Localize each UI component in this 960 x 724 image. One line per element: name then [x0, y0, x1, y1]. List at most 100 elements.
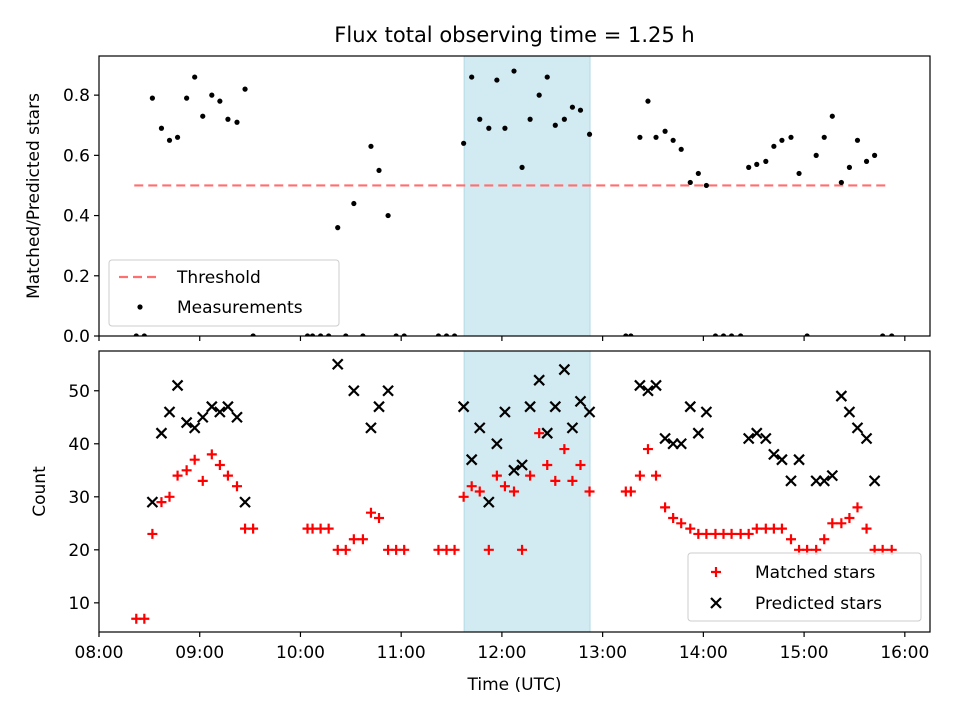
panel1-measurement-point — [720, 333, 727, 336]
panel1-measurement-point — [158, 125, 165, 131]
panel1-measurement-point — [343, 333, 349, 336]
panel1-measurement-point — [863, 158, 870, 164]
panel2-matched-point — [625, 486, 636, 497]
panel1-measurement-point — [192, 74, 198, 80]
panel2-predicted-point — [373, 400, 385, 413]
panel2-matched-point — [508, 486, 519, 497]
panel2-matched-point — [651, 470, 662, 481]
panel2-matched-point — [374, 513, 385, 524]
panel2-predicted-point — [785, 475, 797, 487]
legend-matched-swatch — [711, 567, 721, 577]
panel2-predicted-point — [457, 400, 470, 413]
panel2-matched-point — [197, 475, 208, 486]
panel1-measurement-point — [502, 125, 508, 131]
panel1-measurement-point — [519, 164, 525, 170]
panel2-predicted-point — [382, 384, 394, 397]
panel1-measurement-point — [469, 74, 475, 80]
panel2-predicted-point — [583, 406, 596, 418]
panel1-measurement-point — [653, 134, 659, 140]
panel2-predicted-point — [760, 432, 772, 445]
panel2-matched-point — [156, 497, 167, 508]
panel2-matched-point — [751, 523, 762, 534]
panel2-predicted-point — [692, 427, 705, 439]
panel2-matched-point — [660, 502, 671, 513]
xtick-label: 09:00 — [175, 643, 224, 663]
panel1-measurement-point — [872, 152, 878, 158]
panel1-measurement-point — [234, 119, 240, 125]
legend-matched-label: Matched stars — [755, 563, 875, 583]
panel2-predicted-point — [750, 427, 763, 439]
panel2-predicted-point — [163, 406, 176, 418]
panel2-highlight-span — [463, 350, 591, 633]
panel2-predicted-point — [558, 363, 571, 376]
panel1-measurement-point — [771, 143, 777, 149]
panel2-matched-point — [248, 523, 259, 534]
panel1-measurement-point — [569, 104, 576, 110]
xtick-label: 15:00 — [780, 643, 829, 663]
panel2-matched-point — [575, 459, 586, 470]
panel2-matched-point — [676, 518, 687, 529]
panel2-predicted-point — [188, 422, 201, 434]
panel2-matched-point — [819, 534, 830, 545]
panel2-matched-point — [567, 475, 578, 486]
xtick-label: 12:00 — [477, 643, 526, 663]
panel2-predicted-point — [684, 400, 697, 413]
panel1-measurement-point — [184, 95, 190, 101]
panel2-matched-point — [483, 544, 494, 555]
panel2-matched-point — [206, 449, 217, 460]
panel2-predicted-point — [851, 422, 864, 434]
panel2-matched-point — [701, 528, 712, 539]
legend-predicted-label: Predicted stars — [755, 594, 882, 614]
panel2-matched-point — [491, 470, 502, 481]
panel2-matched-point — [399, 544, 410, 555]
panel1-measurement-point — [393, 333, 399, 336]
panel2-predicted-point — [826, 469, 839, 482]
panel2-data-layer — [131, 358, 897, 624]
panel1-ytick-label: 0.2 — [63, 267, 90, 287]
panel2-predicted-point — [483, 496, 495, 508]
panel2-predicted-point — [835, 390, 848, 402]
panel1-measurement-point — [451, 333, 458, 336]
panel1-ylabel: Matched/Predicted stars — [24, 93, 44, 299]
panel1-measurement-point — [209, 92, 215, 98]
panel2-frame — [98, 350, 931, 633]
panel2-predicted-point — [348, 384, 360, 397]
panel2-matched-point — [542, 459, 553, 470]
panel2-predicted-point — [533, 374, 545, 386]
panel1-measurement-point — [577, 107, 584, 113]
panel1-measurement-point — [544, 74, 550, 80]
panel2-matched-point — [323, 523, 334, 534]
panel2-matched-point — [685, 523, 696, 534]
panel2-matched-point — [634, 470, 645, 481]
panel2-ytick-label: 40 — [68, 435, 90, 455]
panel1-measurement-point — [662, 128, 668, 134]
panel1-measurement-point — [149, 95, 155, 101]
legend-measurements-swatch — [137, 304, 143, 310]
panel2-predicted-point — [171, 379, 184, 392]
panel2-predicted-point — [574, 395, 587, 408]
panel1-measurement-point — [880, 333, 886, 336]
panel2-predicted-point — [843, 406, 856, 418]
panel2-matched-point — [785, 534, 796, 545]
panel1-measurement-point — [527, 116, 533, 122]
panel1-measurement-point — [846, 164, 853, 170]
panel2-matched-point — [642, 444, 653, 455]
panel2-matched-point — [348, 534, 359, 545]
panel1-measurement-point — [309, 333, 316, 336]
panel1-measurement-point — [435, 333, 442, 336]
panel2-predicted-point — [768, 448, 780, 461]
panel1-measurement-point — [754, 161, 760, 167]
panel2-ylabel: Count — [30, 466, 50, 517]
panel2-matched-point — [861, 523, 872, 534]
chart-title: Flux total observing time = 1.25 h — [334, 23, 694, 47]
panel2-predicted-point — [465, 453, 478, 466]
panel1-measurement-point — [511, 68, 517, 74]
panel2-predicted-point — [231, 411, 243, 424]
panel1-measurement-point — [645, 98, 651, 104]
panel2-ytick-label: 30 — [68, 488, 90, 508]
panel1-measurement-point — [242, 86, 248, 92]
panel1-measurement-point — [304, 333, 311, 336]
panel1-measurement-point — [552, 122, 558, 128]
panel2-matched-point — [776, 523, 787, 534]
